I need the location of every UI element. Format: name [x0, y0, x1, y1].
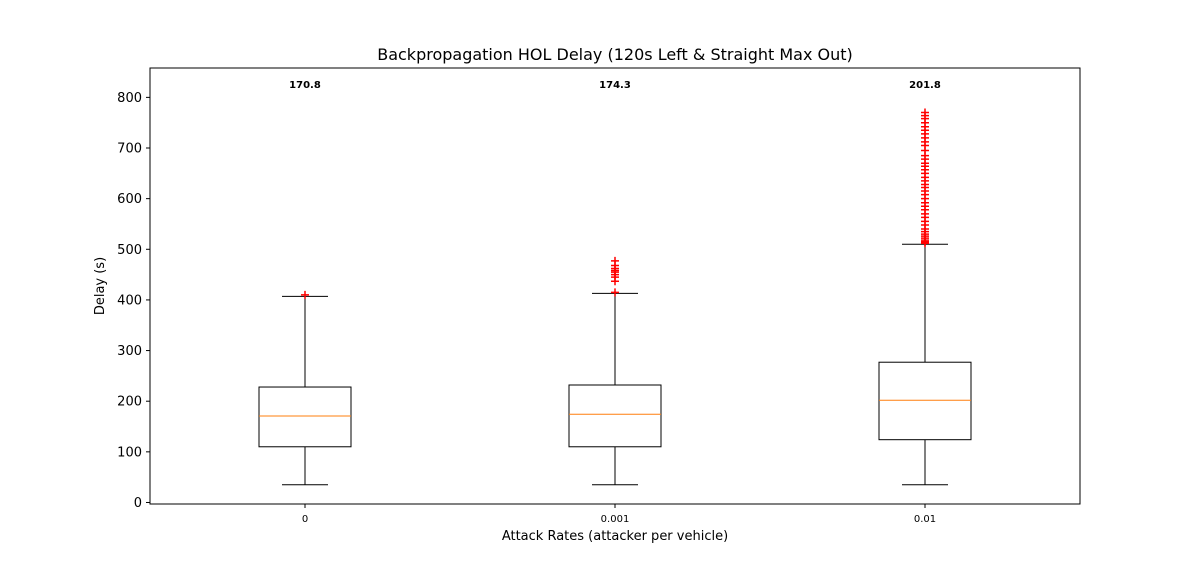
y-tick-label: 400 — [117, 293, 142, 308]
plot-frame — [149, 67, 1081, 505]
iqr-box — [878, 361, 972, 441]
outlier-point — [611, 288, 619, 297]
outlier-point — [921, 108, 929, 117]
median-value-label: 170.8 — [289, 80, 321, 91]
box-group-0-01: 201.8 — [878, 80, 972, 486]
y-tick-label: 500 — [117, 243, 142, 258]
plot-area: 170.8 174.3 201.8 — [258, 80, 972, 486]
y-tick-label: 600 — [117, 192, 142, 207]
y-tick-label: 100 — [117, 445, 142, 460]
y-tick-label: 200 — [117, 395, 142, 410]
outlier-point — [611, 256, 619, 265]
iqr-box — [258, 386, 352, 448]
outlier-point — [301, 290, 309, 299]
x-axis: 0 0.001 0.01 — [302, 504, 936, 525]
x-axis-label: Attack Rates (attacker per vehicle) — [502, 529, 728, 544]
x-tick-label: 0.001 — [601, 514, 630, 525]
median-value-label: 201.8 — [909, 80, 941, 91]
median-value-label: 174.3 — [599, 80, 631, 91]
y-axis-label: Delay (s) — [93, 257, 108, 315]
box-group-0: 170.8 — [258, 80, 352, 486]
iqr-box — [568, 384, 662, 448]
y-axis: 0 100 200 300 400 500 600 700 800 — [117, 91, 150, 511]
x-tick-label: 0 — [302, 514, 308, 525]
y-tick-label: 700 — [117, 142, 142, 157]
chart-title: Backpropagation HOL Delay (120s Left & S… — [377, 45, 853, 64]
x-tick-label: 0.01 — [914, 514, 936, 525]
y-tick-label: 0 — [134, 496, 142, 511]
box-group-0-001: 174.3 — [568, 80, 662, 486]
y-tick-label: 300 — [117, 344, 142, 359]
y-tick-label: 800 — [117, 91, 142, 106]
